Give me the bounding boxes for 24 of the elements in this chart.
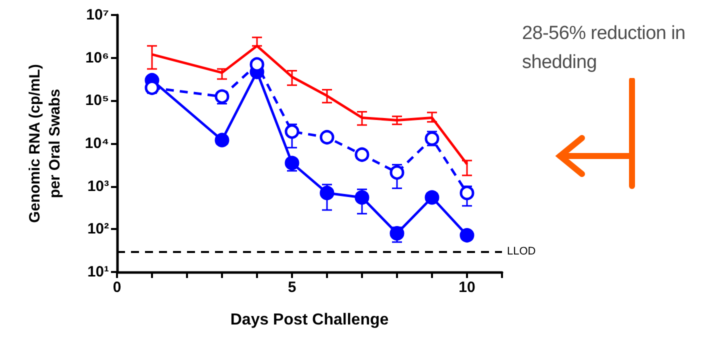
point [214,132,230,148]
y-tick-label: 10⁷ [86,6,109,24]
y-tick-label: 10⁵ [85,92,109,110]
point [390,165,404,180]
x-tick-label: 5 [288,279,296,296]
point [460,186,474,200]
text: 28-56% reduction in shedding [522,22,686,74]
point [284,124,300,139]
x-tick-label: 10 [458,279,476,296]
point [354,190,370,205]
y-tick-label: 10⁴ [84,135,109,152]
point [354,147,370,162]
y-tick-label: 10² [87,220,109,238]
y-tick-label: 10⁶ [85,49,109,66]
ref-line-label: LLOD [507,246,536,258]
x-axis-title: Days Post Challenge [230,312,389,328]
y-tick-label: 10¹ [87,264,109,280]
point [424,190,440,205]
point [460,228,474,243]
y-axis-title: Genomic RNA (cp/mL) per Oral Swabs [26,64,64,223]
point [320,130,334,144]
x-tick-label: 0 [112,279,122,296]
y-tick-label: 10³ [87,178,109,195]
point [320,186,334,200]
